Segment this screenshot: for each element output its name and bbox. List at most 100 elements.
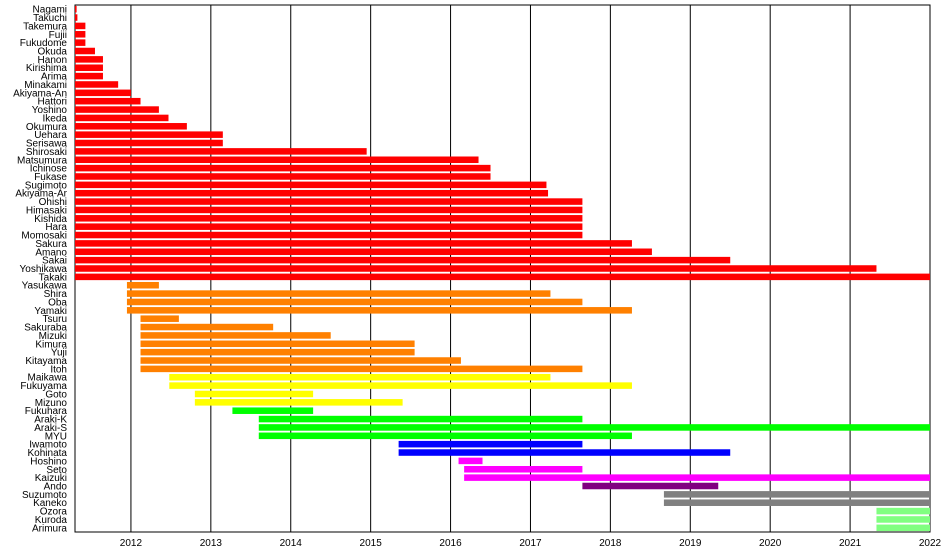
row-label: Araki-K bbox=[34, 415, 67, 426]
row-label: Hanon bbox=[38, 55, 67, 66]
row-label: Sugimoto bbox=[25, 180, 68, 191]
row-label: Momosaki bbox=[21, 231, 67, 242]
row-label: Amano bbox=[35, 247, 67, 258]
row-label: Shirosaki bbox=[26, 147, 67, 158]
row-label: Hattori bbox=[38, 97, 67, 108]
bar-sakura bbox=[75, 240, 632, 247]
bar-hoshino bbox=[458, 457, 483, 465]
row-label: Arima bbox=[41, 72, 68, 83]
row-labels: NagamiTakuchiTakemuraFujiiFukudomeOkudaH… bbox=[13, 5, 68, 535]
x-axis-ticks: 2012 2013 2014 2015 2016 2017 2018 2019 2020 2021… bbox=[120, 538, 942, 549]
bar-sakai bbox=[75, 256, 731, 264]
row-label: Oba bbox=[48, 297, 67, 308]
bar-okumura bbox=[75, 123, 187, 130]
row-label: Kaizuki bbox=[35, 473, 67, 484]
bar-hara bbox=[75, 223, 583, 230]
bar-shirosaki bbox=[75, 148, 367, 155]
bar-seto bbox=[464, 465, 583, 473]
row-label: Uehara bbox=[34, 130, 67, 141]
bar-itoh bbox=[140, 365, 583, 373]
bar-yuji bbox=[140, 348, 415, 356]
row-label: Tsuru bbox=[43, 314, 67, 325]
row-label: Araki-S bbox=[34, 423, 67, 434]
row-label: Shira bbox=[44, 289, 68, 300]
x-tick-label: 2022 bbox=[919, 538, 942, 549]
bar-kaizuki bbox=[464, 474, 930, 481]
bar-kitayama bbox=[140, 357, 461, 364]
bar-takuchi bbox=[75, 14, 78, 21]
bar-matsumura bbox=[75, 156, 479, 164]
bar-fukudome bbox=[75, 39, 86, 46]
row-label: Arimura bbox=[32, 523, 67, 534]
row-label: Fujii bbox=[49, 30, 67, 41]
bar-araki-s bbox=[258, 424, 930, 431]
row-label: Yoshikawa bbox=[20, 264, 68, 275]
bar-mizuno bbox=[194, 399, 403, 406]
bar-yoshino bbox=[75, 106, 159, 113]
row-label: Akiyama-Ar bbox=[15, 189, 67, 200]
bar-goto bbox=[194, 390, 314, 398]
bar-akiyama-an bbox=[75, 89, 131, 97]
row-label: Sakai bbox=[42, 256, 67, 267]
row-label: Kohinata bbox=[28, 448, 68, 459]
x-tick-label: 2019 bbox=[679, 538, 702, 549]
bar-mizuki bbox=[140, 332, 331, 339]
row-label: Fukuyama bbox=[20, 381, 67, 392]
row-label: Ikeda bbox=[43, 113, 68, 124]
bar-shira bbox=[126, 290, 551, 297]
bar-tsuru bbox=[140, 315, 179, 322]
row-label: Serisawa bbox=[26, 139, 68, 150]
row-label: Kirishima bbox=[26, 63, 68, 74]
bar-minakami bbox=[75, 81, 119, 88]
row-label: Kaneko bbox=[33, 498, 67, 509]
row-label: Goto bbox=[45, 389, 67, 400]
bars bbox=[75, 5, 930, 532]
row-label: Maikawa bbox=[28, 373, 68, 384]
x-tick-label: 2020 bbox=[759, 538, 782, 549]
x-tick-label: 2017 bbox=[519, 538, 542, 549]
bar-oba bbox=[126, 298, 583, 306]
row-label: Sakuraba bbox=[24, 323, 67, 334]
row-label: Ichinose bbox=[30, 164, 68, 175]
bar-maikawa bbox=[169, 373, 551, 381]
bar-suzumoto bbox=[663, 491, 930, 498]
row-label: MYU bbox=[45, 431, 67, 442]
bar-kohinata bbox=[398, 449, 731, 456]
row-label: Okuda bbox=[38, 47, 68, 58]
bar-yoshikawa bbox=[75, 265, 877, 272]
x-tick-label: 2013 bbox=[200, 538, 223, 549]
x-tick-label: 2012 bbox=[120, 538, 143, 549]
x-tick-label: 2018 bbox=[599, 538, 622, 549]
bar-kirishima bbox=[75, 64, 103, 72]
row-label: Itoh bbox=[50, 364, 67, 375]
row-label: Iwamoto bbox=[29, 440, 67, 451]
row-label: Takuchi bbox=[33, 13, 67, 24]
row-label: Kitayama bbox=[25, 356, 67, 367]
row-label: Akiyama-An bbox=[13, 88, 67, 99]
x-tick-label: 2016 bbox=[439, 538, 462, 549]
bar-ozora bbox=[876, 507, 930, 515]
row-label: Yoshino bbox=[32, 105, 68, 116]
row-label: Kimura bbox=[35, 339, 67, 350]
row-label: Nagami bbox=[33, 5, 67, 16]
row-label: Ohishi bbox=[39, 197, 67, 208]
row-label: Okumura bbox=[26, 122, 68, 133]
bar-fukase bbox=[75, 173, 491, 180]
bar-fukuhara bbox=[232, 407, 314, 414]
bar-himasaki bbox=[75, 206, 583, 214]
bar-ohishi bbox=[75, 198, 583, 205]
bar-yamaki bbox=[126, 307, 632, 314]
row-label: Hoshino bbox=[30, 456, 67, 467]
row-label: Yamaki bbox=[34, 306, 67, 317]
bar-arimura bbox=[876, 524, 930, 532]
bar-fukuyama bbox=[169, 382, 632, 389]
bar-araki-k bbox=[258, 415, 583, 423]
bar-sakuraba bbox=[140, 323, 274, 331]
row-label: Sakura bbox=[35, 239, 67, 250]
bar-ichinose bbox=[75, 164, 491, 172]
row-label: Himasaki bbox=[26, 205, 67, 216]
bar-fujii bbox=[75, 31, 86, 38]
bar-ando bbox=[582, 482, 719, 490]
bar-iwamoto bbox=[398, 440, 583, 448]
